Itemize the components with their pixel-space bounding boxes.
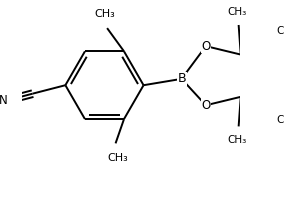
Text: O: O (201, 40, 210, 53)
Text: CH₃: CH₃ (107, 153, 128, 163)
Text: CH₃: CH₃ (277, 115, 284, 125)
Text: CH₃: CH₃ (277, 26, 284, 36)
Text: N: N (0, 94, 7, 107)
Text: O: O (201, 99, 210, 112)
Text: B: B (177, 72, 186, 85)
Text: CH₃: CH₃ (227, 135, 246, 145)
Text: CH₃: CH₃ (227, 7, 246, 17)
Text: CH₃: CH₃ (95, 9, 115, 19)
